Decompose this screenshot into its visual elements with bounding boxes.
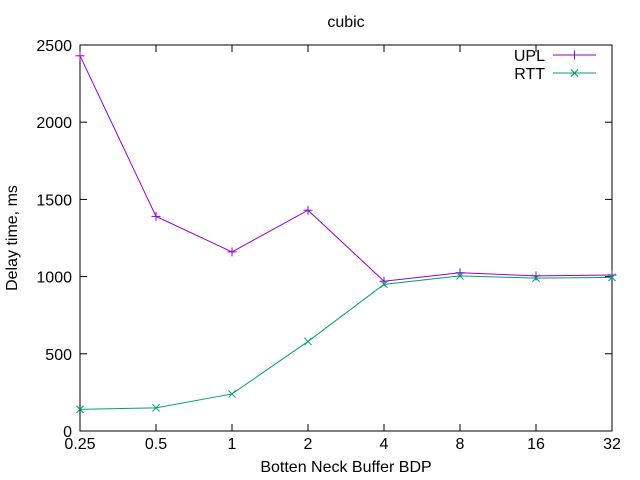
plot-area-border — [79, 44, 613, 432]
x-axis-title: Botten Neck Buffer BDP — [260, 459, 431, 476]
y-tick-label: 1000 — [36, 270, 72, 287]
data-point-rtt — [76, 405, 84, 414]
data-point-rtt — [608, 273, 616, 282]
data-point-rtt — [228, 389, 236, 398]
data-point-upl — [75, 51, 85, 61]
legend-label-upl: UPL — [514, 48, 545, 65]
series-layer — [75, 51, 617, 414]
series-line-upl — [79, 55, 613, 282]
y-tick-label: 0 — [63, 424, 72, 441]
data-point-upl — [531, 271, 541, 281]
data-point-rtt — [152, 403, 160, 412]
legend-label-rtt: RTT — [514, 66, 545, 83]
data-point-rtt — [456, 271, 464, 280]
x-tick-label: 8 — [456, 436, 465, 453]
legend-marker-rtt — [570, 69, 579, 77]
y-axis: 0 500 1000 1500 2000 2500 — [36, 38, 612, 441]
y-tick-label: 500 — [45, 347, 72, 364]
x-tick-label: 0.25 — [64, 436, 95, 453]
data-point-rtt — [532, 274, 540, 283]
x-tick-label: 1 — [228, 436, 237, 453]
x-axis: 0.25 0.5 1 2 4 8 16 32 — [64, 45, 621, 453]
y-axis-title: Delay time, ms — [4, 185, 21, 291]
y-tick-label: 1500 — [36, 192, 72, 209]
x-tick-label: 4 — [380, 436, 389, 453]
y-tick-label: 2000 — [36, 115, 72, 132]
chart-title: cubic — [327, 14, 364, 31]
data-point-upl — [607, 270, 617, 280]
x-tick-label: 0.5 — [145, 436, 167, 453]
series-line-rtt — [79, 275, 613, 410]
x-tick-label: 16 — [527, 436, 545, 453]
data-point-upl — [303, 205, 313, 215]
y-tick-label: 2500 — [36, 38, 72, 55]
data-point-upl — [151, 211, 161, 221]
data-point-rtt — [304, 337, 312, 346]
x-tick-label: 32 — [603, 436, 621, 453]
data-point-upl — [227, 247, 237, 257]
x-tick-label: 2 — [304, 436, 313, 453]
legend-marker-upl — [570, 50, 579, 60]
data-point-rtt — [380, 280, 388, 289]
